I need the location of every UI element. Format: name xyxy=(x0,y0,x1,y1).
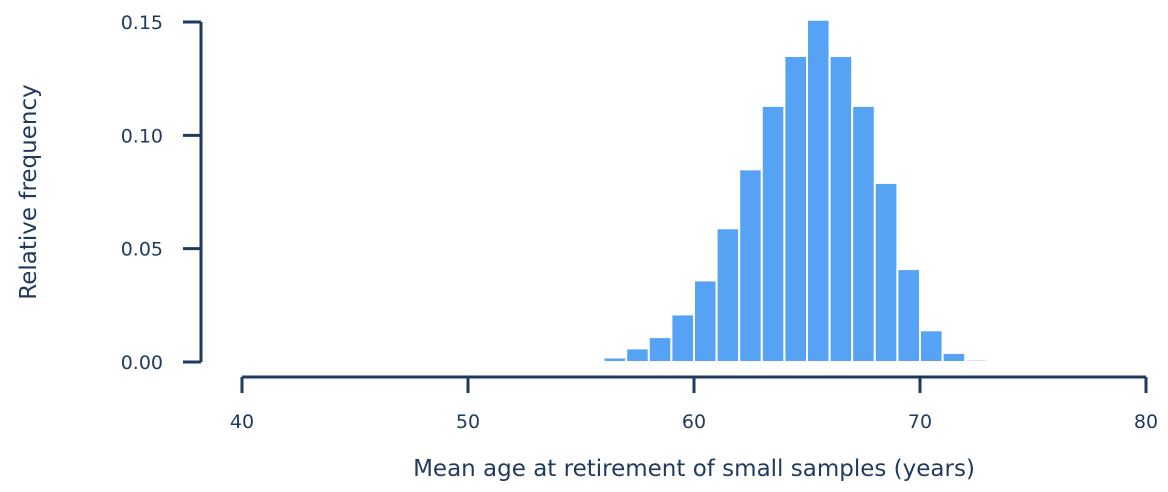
y-tick-label: 0.05 xyxy=(121,239,163,261)
histogram-bar xyxy=(783,55,809,363)
histogram-bar xyxy=(896,268,922,364)
x-tick-label: 80 xyxy=(1134,411,1158,433)
y-tick-label: 0.15 xyxy=(121,12,163,34)
y-tick-label: 0.10 xyxy=(121,125,163,147)
y-tick-label: 0.00 xyxy=(121,352,163,374)
histogram-bar xyxy=(647,336,673,364)
x-axis-ticks: 40 50 60 70 80 xyxy=(230,377,1158,433)
histogram-bar xyxy=(693,279,718,363)
x-axis-title: Mean age at retirement of small samples … xyxy=(413,456,975,482)
x-tick-label: 40 xyxy=(230,411,254,433)
histogram-bar xyxy=(715,227,741,363)
histogram-bar xyxy=(625,347,650,363)
histogram-bar xyxy=(670,313,696,363)
histogram-bar xyxy=(806,18,831,363)
y-axis-ticks: 0.00 0.05 0.10 0.15 xyxy=(121,12,201,374)
histogram-bar xyxy=(602,356,628,364)
histogram-bar xyxy=(760,104,786,364)
histogram-bar xyxy=(557,359,583,363)
histogram-bar xyxy=(534,359,560,363)
histogram-bar xyxy=(828,55,854,363)
histogram-bar xyxy=(851,104,876,364)
x-tick-label: 70 xyxy=(908,411,932,433)
x-tick-label: 60 xyxy=(682,411,706,433)
histogram-bar xyxy=(580,359,605,364)
histogram-bar xyxy=(919,329,944,363)
histogram-bar xyxy=(738,168,763,363)
x-tick-label: 50 xyxy=(456,411,480,433)
histogram-bar xyxy=(873,181,899,363)
histogram-bars xyxy=(534,18,989,364)
histogram-bar xyxy=(941,351,967,363)
y-axis-title: Relative frequency xyxy=(16,84,42,299)
histogram-bar xyxy=(964,358,989,364)
